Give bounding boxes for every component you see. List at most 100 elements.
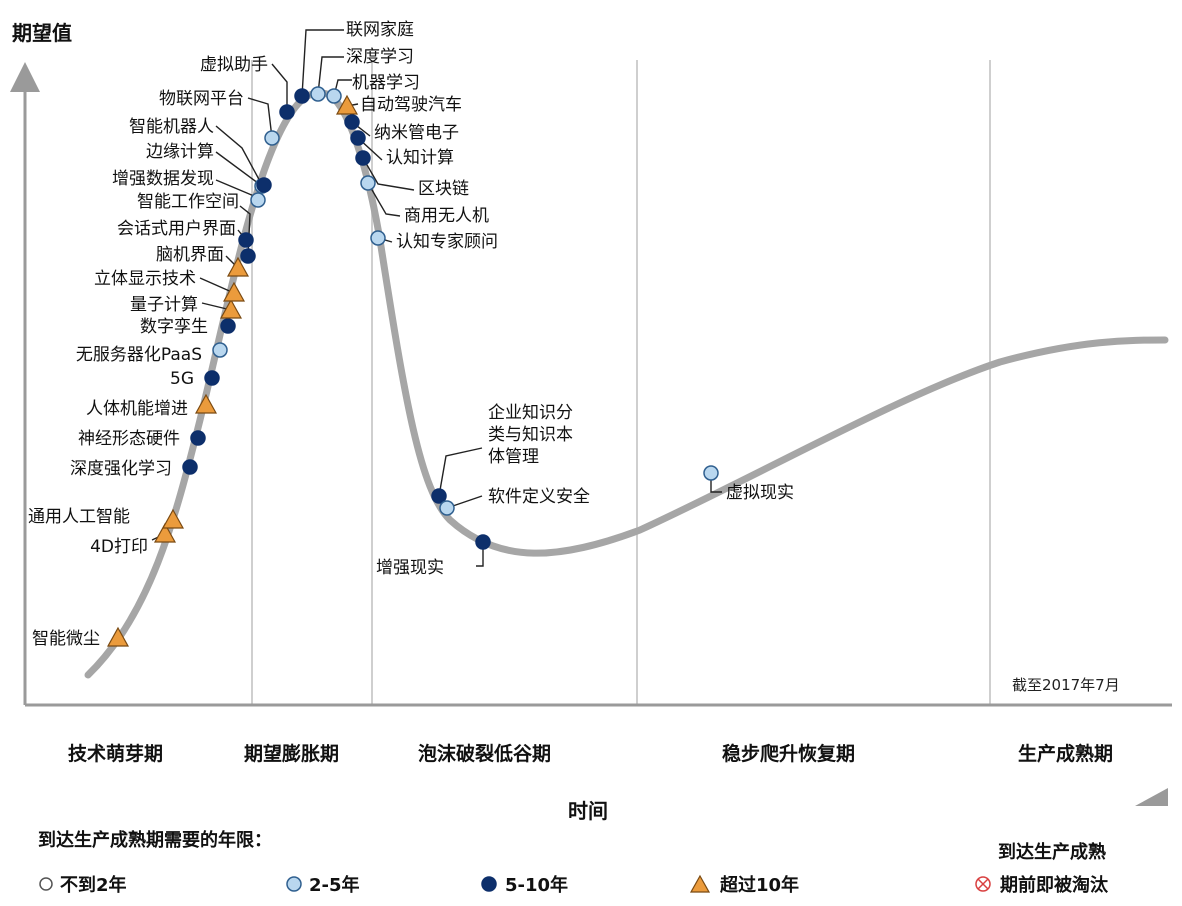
technology-labels: 智能微尘 4D打印 通用人工智能 深度强化学习 神经形态硬件 人体机能增进 5G 无服务器化P… xyxy=(28,20,794,649)
technology-label: 企业知识分类与知识本体管理 xyxy=(488,403,573,467)
technology-marker xyxy=(431,488,447,504)
technology-marker xyxy=(294,88,310,104)
legend-2-5-marker xyxy=(286,876,302,892)
technology-marker xyxy=(264,130,280,146)
technology-marker xyxy=(204,370,220,386)
technology-label: 虚拟助手 xyxy=(200,55,268,75)
legend-obsolete-heading: 到达生产成熟 xyxy=(998,841,1106,863)
phase-label: 泡沫破裂低谷期 xyxy=(418,742,551,765)
technology-marker xyxy=(182,459,198,475)
legend-lt2-label: 不到2年 xyxy=(60,874,127,896)
technology-label: 软件定义安全 xyxy=(488,487,590,507)
technology-marker xyxy=(326,88,342,104)
legend-title: 到达生产成熟期需要的年限： xyxy=(38,829,272,851)
leader-line xyxy=(247,97,273,139)
leader-line xyxy=(438,447,483,497)
phase-label: 技术萌芽期 xyxy=(68,742,163,765)
technology-marker xyxy=(220,318,236,334)
leader-line xyxy=(317,56,344,95)
technology-label: 立体显示技术 xyxy=(94,269,196,289)
technology-label: 增强数据发现 xyxy=(112,169,214,189)
technology-marker xyxy=(161,508,185,529)
phase-labels: 技术萌芽期 期望膨胀期 泡沫破裂低谷期 稳步爬升恢复期 生产成熟期 xyxy=(68,742,1113,765)
technology-label: 增强现实 xyxy=(376,558,444,578)
phase-dividers xyxy=(251,60,991,705)
technology-label: 认知计算 xyxy=(386,148,454,168)
technology-marker xyxy=(238,232,254,248)
technology-marker xyxy=(190,430,206,446)
legend-lt2-marker xyxy=(39,877,53,891)
legend-obsolete-label: 期前即被淘汰 xyxy=(1000,874,1109,896)
technology-marker xyxy=(703,465,719,481)
technology-label: 量子计算 xyxy=(130,295,198,315)
y-axis-title: 期望值 xyxy=(12,21,72,45)
technology-label: 机器学习 xyxy=(352,73,420,93)
technology-marker xyxy=(222,281,246,302)
leader-line xyxy=(476,542,484,567)
technology-marker xyxy=(360,175,376,191)
technology-label: 无服务器化PaaS xyxy=(76,345,202,365)
technology-label: 通用人工智能 xyxy=(28,507,130,527)
leader-lines xyxy=(151,29,722,567)
technology-label: 联网家庭 xyxy=(346,20,414,40)
leader-line xyxy=(215,179,255,197)
technology-label: 会话式用户界面 xyxy=(117,219,236,239)
technology-marker xyxy=(355,150,371,166)
technology-marker xyxy=(240,248,256,264)
technology-markers xyxy=(106,86,719,647)
leader-line xyxy=(301,29,344,97)
technology-label: 边缘计算 xyxy=(146,142,214,162)
technology-marker xyxy=(212,342,228,358)
leader-line xyxy=(199,277,235,294)
technology-label: 自动驾驶汽车 xyxy=(360,95,462,115)
technology-marker xyxy=(256,177,272,193)
legend-5-10-label: 5-10年 xyxy=(505,874,568,896)
technology-label: 纳米管电子 xyxy=(374,123,459,143)
technology-marker xyxy=(226,256,250,277)
technology-label: 区块链 xyxy=(418,179,469,199)
x-axis-title: 时间 xyxy=(568,799,608,823)
technology-label: 深度强化学习 xyxy=(70,459,172,479)
technology-marker xyxy=(153,522,177,543)
technology-marker xyxy=(279,104,295,120)
technology-label: 商用无人机 xyxy=(404,206,489,226)
technology-marker xyxy=(250,192,266,208)
technology-label: 人体机能增进 xyxy=(86,399,188,419)
technology-marker xyxy=(439,500,455,516)
technology-label: 智能机器人 xyxy=(129,117,214,137)
leader-line xyxy=(271,63,288,112)
leader-line xyxy=(215,125,263,186)
leader-line xyxy=(215,151,263,187)
technology-label: 5G xyxy=(170,369,194,389)
technology-marker xyxy=(335,94,359,115)
phase-label: 期望膨胀期 xyxy=(244,742,339,765)
phase-label: 稳步爬升恢复期 xyxy=(722,742,855,765)
technology-marker xyxy=(219,298,243,319)
technology-label: 认知专家顾问 xyxy=(396,232,498,252)
x-axis-arrow xyxy=(1135,788,1168,806)
leader-line xyxy=(362,157,415,191)
technology-label: 神经形态硬件 xyxy=(78,429,180,449)
technology-marker xyxy=(475,534,491,550)
legend-obsolete-marker xyxy=(975,876,991,892)
hype-curve xyxy=(84,89,1169,679)
phase-label: 生产成熟期 xyxy=(1018,742,1113,765)
technology-marker xyxy=(106,626,130,647)
technology-marker xyxy=(310,86,326,102)
leader-line xyxy=(367,182,401,217)
technology-label: 数字孪生 xyxy=(140,317,208,337)
legend-gt10-marker xyxy=(689,874,711,893)
technology-marker xyxy=(350,130,366,146)
y-axis-arrow xyxy=(10,62,40,92)
technology-label: 虚拟现实 xyxy=(726,483,794,503)
technology-label: 脑机界面 xyxy=(156,245,224,265)
legend-gt10-label: 超过10年 xyxy=(720,874,799,896)
legend-5-10-marker xyxy=(481,876,497,892)
technology-marker xyxy=(370,230,386,246)
technology-marker xyxy=(194,393,218,414)
technology-label: 智能微尘 xyxy=(32,629,100,649)
technology-label: 深度学习 xyxy=(346,47,414,67)
technology-marker xyxy=(344,114,360,130)
technology-label: 物联网平台 xyxy=(159,89,244,109)
